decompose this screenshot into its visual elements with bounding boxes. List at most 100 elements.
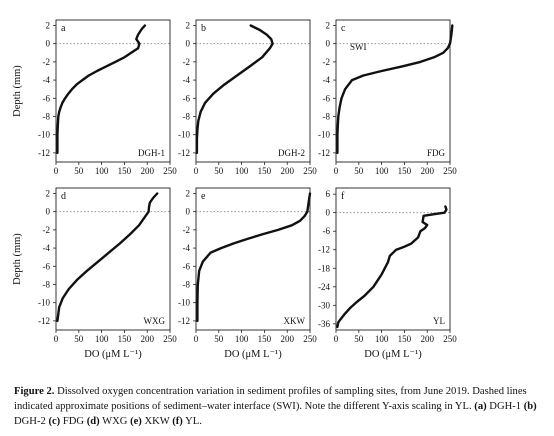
x-tick-label: 250 (443, 166, 457, 176)
caption-item-key: (d) (86, 416, 100, 427)
caption-text: Dissolved oxygen concentration variation… (14, 386, 527, 412)
panel-letter: b (201, 23, 206, 34)
panel-b: 0 50 100 150 200 250 2 0 -2 -4 -6 -8 -10 -12 b DGH-2 (178, 19, 317, 176)
panel-a: 0 50 100 150 200 250 2 0 -2 -4 -6 -8 -10 -12 a DGH-1 Dep… (12, 19, 177, 176)
x-tick-label: 150 (258, 334, 272, 344)
caption-item-site: FDG (60, 416, 87, 427)
x-tick-label: 0 (194, 166, 199, 176)
x-tick-label: 250 (163, 334, 177, 344)
y-tick-label: 0 (186, 39, 191, 49)
x-axis-title: DO (μM L⁻¹) (224, 349, 282, 360)
y-tick-label: -6 (43, 93, 51, 103)
x-tick-label: 200 (140, 166, 154, 176)
panel-f: 0 50 100 150 200 250 6 0 -6 -12 -18 -24 -30 -36 f YL DO … (318, 187, 457, 360)
site-label: WXG (144, 316, 166, 326)
x-tick-label: 150 (398, 334, 412, 344)
plot-frame (195, 19, 311, 163)
y-tick-label: 2 (46, 188, 51, 198)
y-tick-label: -18 (318, 263, 330, 273)
panel-letter: c (341, 23, 346, 34)
x-tick-label: 100 (95, 334, 109, 344)
x-tick-label: 0 (54, 334, 59, 344)
x-tick-label: 100 (235, 334, 249, 344)
do-profile-DGH-2 (195, 24, 274, 155)
caption-item-site: YL. (182, 416, 202, 427)
y-tick-label: -12 (38, 316, 50, 326)
panel-e: 0 50 100 150 200 250 2 0 -2 -4 -6 -8 -10 -12 e XKW DO (μ… (178, 187, 317, 360)
y-tick-label: -6 (43, 261, 51, 271)
y-axis-title: Depth (mm) (12, 65, 23, 117)
site-label: DGH-2 (278, 148, 305, 158)
y-tick-label: -6 (323, 93, 331, 103)
y-tick-label: -2 (43, 57, 51, 67)
panel-letter: d (61, 191, 66, 202)
caption-lead: Figure 2. (14, 386, 55, 397)
site-label: DGH-1 (138, 148, 165, 158)
do-profile-YL (336, 205, 448, 329)
y-tick-label: -12 (318, 245, 330, 255)
figure-caption: Figure 2. Dissolved oxygen concentration… (14, 384, 544, 429)
y-tick-label: 0 (326, 208, 331, 218)
x-tick-label: 0 (194, 334, 199, 344)
x-tick-label: 200 (140, 334, 154, 344)
y-tick-label: -8 (323, 111, 331, 121)
do-profile-FDG (336, 24, 454, 155)
y-tick-label: -6 (323, 226, 331, 236)
figure-panels: 0 50 100 150 200 250 2 0 -2 -4 -6 -8 -10 -12 a DGH-1 Dep… (12, 19, 457, 360)
panel-d: 0 50 100 150 200 250 2 0 -2 -4 -6 -8 -10 -12 d WXG Depth… (12, 187, 177, 360)
y-tick-label: -8 (183, 111, 191, 121)
caption-item-key: (f) (172, 416, 183, 427)
x-tick-label: 0 (54, 166, 59, 176)
x-tick-label: 100 (235, 166, 249, 176)
y-tick-label: -6 (183, 261, 191, 271)
x-tick-label: 150 (118, 166, 132, 176)
y-tick-label: -10 (178, 298, 190, 308)
x-tick-label: 50 (214, 166, 224, 176)
caption-item-site: WXG (99, 416, 131, 427)
y-tick-label: -2 (43, 225, 51, 235)
x-tick-label: 100 (375, 334, 389, 344)
caption-item-site: XKW (141, 416, 173, 427)
site-label: YL (433, 316, 445, 326)
x-axis-title: DO (μM L⁻¹) (84, 349, 142, 360)
y-tick-label: -2 (183, 57, 191, 67)
y-tick-label: -4 (43, 243, 51, 253)
panel-letter: e (201, 191, 206, 202)
x-tick-label: 0 (334, 334, 339, 344)
do-profile-WXG (56, 192, 159, 323)
site-label: XKW (284, 316, 306, 326)
y-tick-label: -8 (43, 111, 51, 121)
y-tick-label: -4 (43, 75, 51, 85)
x-tick-label: 250 (163, 166, 177, 176)
y-tick-label: -12 (38, 148, 50, 158)
x-tick-label: 250 (443, 334, 457, 344)
x-tick-label: 50 (354, 334, 364, 344)
plot-frame (55, 187, 171, 331)
x-tick-label: 50 (74, 166, 84, 176)
y-tick-label: -10 (38, 130, 50, 140)
x-tick-label: 200 (420, 334, 434, 344)
y-tick-label: -12 (178, 148, 190, 158)
y-tick-label: -2 (183, 225, 191, 235)
x-tick-label: 100 (95, 166, 109, 176)
x-tick-label: 150 (398, 166, 412, 176)
site-label: FDG (427, 148, 446, 158)
x-tick-label: 150 (118, 334, 132, 344)
y-tick-label: 0 (326, 39, 331, 49)
caption-item-site: DGH-2 (14, 416, 49, 427)
do-profile-DGH-1 (56, 24, 147, 155)
y-tick-label: 6 (326, 189, 331, 199)
y-tick-label: -24 (318, 282, 330, 292)
panel-letter: a (61, 23, 66, 34)
x-tick-label: 200 (420, 166, 434, 176)
plot-frame (195, 187, 311, 331)
y-tick-label: 0 (46, 207, 51, 217)
x-tick-label: 250 (303, 334, 317, 344)
y-tick-label: -4 (323, 75, 331, 85)
plot-frame (335, 187, 451, 331)
y-tick-label: -12 (318, 148, 330, 158)
y-tick-label: -2 (323, 57, 331, 67)
y-tick-label: -6 (183, 93, 191, 103)
x-tick-label: 100 (375, 166, 389, 176)
caption-item-key: (c) (48, 416, 61, 427)
